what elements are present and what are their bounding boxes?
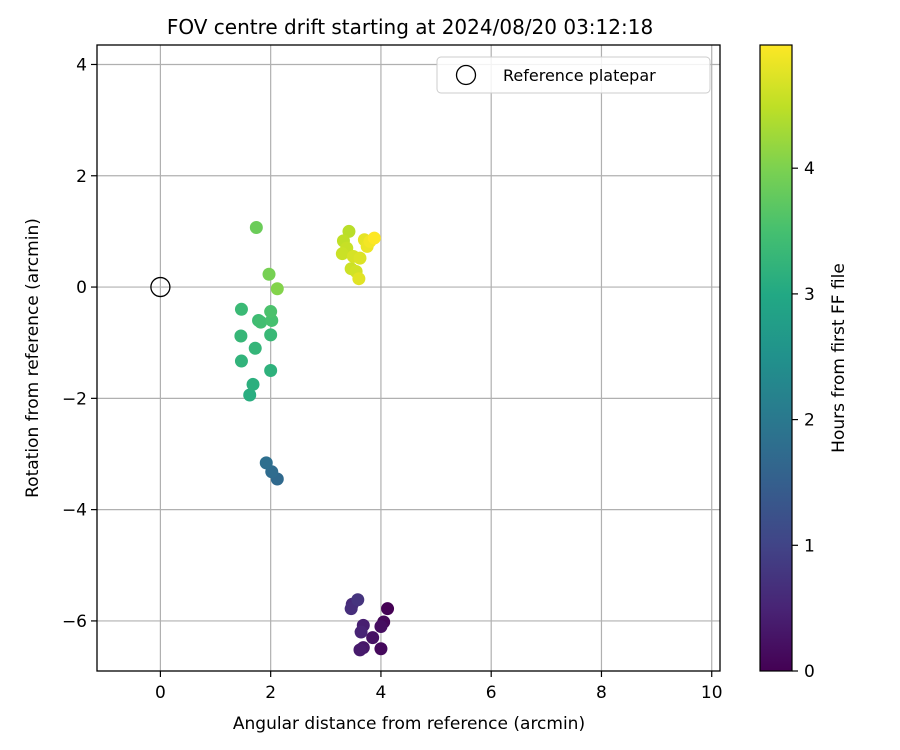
- colorbar-label: Hours from first FF file: [829, 263, 849, 453]
- x-tick-label: 2: [265, 683, 276, 703]
- data-points: [234, 221, 395, 657]
- data-point: [264, 328, 278, 342]
- data-point: [243, 388, 257, 402]
- data-point: [234, 354, 248, 368]
- chart-title: FOV centre drift starting at 2024/08/20 …: [167, 15, 653, 39]
- data-point: [374, 619, 388, 633]
- reference-point-marker: [150, 276, 171, 298]
- legend-entry-label: Reference platepar: [503, 66, 656, 85]
- data-point: [249, 221, 263, 235]
- data-point: [342, 224, 356, 238]
- y-tick-label: −2: [62, 389, 87, 409]
- y-axis-label: Rotation from reference (arcmin): [23, 218, 43, 498]
- y-tick-label: −4: [62, 501, 87, 521]
- data-point: [254, 315, 268, 329]
- plot-frame: [96, 44, 721, 672]
- legend-marker-icon: [455, 64, 477, 86]
- data-point: [353, 643, 367, 657]
- colorbar-ticks: 0 1 2 3 4: [792, 159, 815, 682]
- x-tick-label: 4: [376, 683, 387, 703]
- colorbar-tick-label: 4: [804, 159, 815, 179]
- data-point: [259, 456, 273, 470]
- y-tick-label: −6: [62, 612, 87, 632]
- data-point: [264, 364, 278, 378]
- y-tick-label: 0: [76, 278, 87, 298]
- reference-marker-group: [150, 276, 171, 298]
- data-point: [335, 247, 349, 261]
- data-point: [381, 602, 395, 616]
- data-point: [344, 602, 358, 616]
- colorbar-gradient: [759, 44, 793, 672]
- data-point: [264, 305, 278, 319]
- x-tick-label: 0: [155, 683, 166, 703]
- x-tick-label: 6: [486, 683, 497, 703]
- y-axis-ticks: −6 −4 −2 0 2 4: [62, 55, 97, 632]
- data-point: [234, 302, 248, 316]
- grid-lines: [97, 45, 720, 671]
- data-point: [374, 642, 388, 656]
- x-tick-label: 10: [701, 683, 723, 703]
- colorbar-tick-label: 0: [804, 662, 815, 682]
- data-point: [234, 329, 248, 343]
- data-point: [351, 593, 365, 607]
- colorbar: 0 1 2 3 4 Hours from first FF file: [759, 44, 849, 682]
- data-point: [366, 631, 380, 645]
- data-point: [246, 377, 260, 391]
- data-point: [262, 267, 276, 281]
- legend-box: [436, 56, 711, 94]
- data-point: [248, 341, 262, 355]
- x-axis-ticks: 0 2 4 6 8 10: [155, 671, 723, 703]
- y-tick-label: 4: [76, 55, 87, 75]
- data-point: [367, 231, 381, 245]
- colorbar-tick-label: 3: [804, 285, 815, 305]
- colorbar-tick-label: 2: [804, 411, 815, 431]
- colorbar-tick-label: 1: [804, 536, 815, 556]
- data-point: [353, 251, 367, 265]
- data-point: [270, 282, 284, 296]
- x-tick-label: 8: [596, 683, 607, 703]
- legend: Reference platepar: [436, 56, 711, 94]
- y-tick-label: 2: [76, 167, 87, 187]
- data-point: [352, 272, 366, 286]
- x-axis-label: Angular distance from reference (arcmin): [233, 714, 585, 734]
- data-point: [354, 625, 368, 639]
